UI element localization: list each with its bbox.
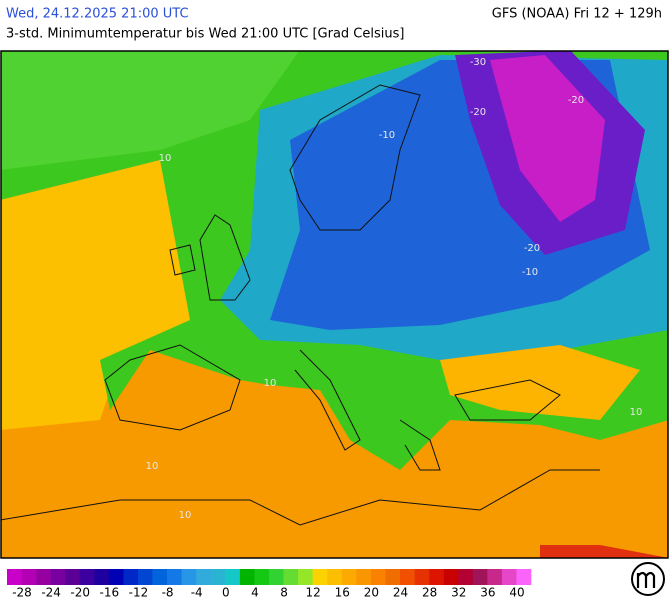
contour-label: -10: [379, 130, 395, 141]
legend: -28 -24 -20 -16 -12 -8 -4 0 4 8 12 16 20 24 28 32 36 40: [7, 569, 532, 600]
legend-swatch: [472, 569, 488, 585]
map-field: [1, 51, 300, 170]
legend-label: 12: [306, 586, 321, 600]
legend-label: -12: [129, 586, 149, 600]
legend-swatch: [429, 569, 444, 585]
map-frame: [0, 50, 669, 559]
contour-label: -20: [568, 95, 584, 106]
legend-swatch: [414, 569, 430, 585]
legend-label: -24: [41, 586, 61, 600]
legend-swatch: [123, 569, 139, 585]
legend-swatch: [167, 569, 182, 585]
legend-swatch: [108, 569, 124, 585]
contour-label: 10: [146, 461, 159, 472]
legend-swatch: [458, 569, 474, 585]
legend-swatch: [487, 569, 503, 585]
legend-swatch: [210, 569, 226, 585]
legend-swatch: [283, 569, 299, 585]
legend-swatch: [501, 569, 517, 585]
contour-label: -20: [524, 243, 540, 254]
legend-swatch: [443, 569, 459, 585]
legend-label: 40: [509, 586, 524, 600]
legend-swatch: [400, 569, 415, 585]
legend-swatch: [356, 569, 372, 585]
subtitle: 3-std. Minimumtemperatur bis Wed 21:00 U…: [6, 27, 404, 42]
legend-label: 28: [422, 586, 437, 600]
legend-swatch: [21, 569, 37, 585]
legend-swatch: [65, 569, 81, 585]
legend-swatch: [181, 569, 197, 585]
legend-label: 4: [251, 586, 259, 600]
logo: [631, 562, 665, 596]
legend-swatch: [7, 569, 22, 585]
map-field: [490, 55, 605, 222]
legend-label: -8: [162, 586, 174, 600]
contour-label: -10: [522, 267, 538, 278]
legend-label: 16: [335, 586, 350, 600]
legend-swatch: [94, 569, 110, 585]
legend-label: -20: [70, 586, 90, 600]
legend-label: 32: [451, 586, 466, 600]
map-field: [540, 545, 668, 558]
contour-label: 10: [630, 407, 643, 418]
model-run: GFS (NOAA) Fri 12 + 129h: [492, 7, 662, 22]
legend-swatch: [225, 569, 241, 585]
coastline: [1, 84, 600, 526]
map-field: [1, 160, 200, 430]
contour-label: -20: [470, 107, 486, 118]
legend-swatch: [370, 569, 386, 585]
contour-label: 10: [159, 153, 172, 164]
legend-swatch: [138, 569, 153, 585]
legend-label: 8: [280, 586, 288, 600]
legend-label: 0: [222, 586, 230, 600]
legend-swatch: [298, 569, 313, 585]
legend-swatch: [79, 569, 95, 585]
legend-swatch: [341, 569, 357, 585]
contour-label: -30: [470, 57, 486, 68]
legend-swatch: [152, 569, 168, 585]
legend-swatch: [50, 569, 66, 585]
legend-label: 20: [364, 586, 379, 600]
map: -30 -20 -20 -20 -10 -10 10 10 10 10 10: [0, 50, 669, 559]
legend-swatch: [239, 569, 255, 585]
legend-swatch: [269, 569, 284, 585]
legend-swatch: [196, 569, 212, 585]
legend-swatch: [327, 569, 343, 585]
legend-swatch: [36, 569, 51, 585]
valid-time: Wed, 24.12.2025 21:00 UTC: [6, 7, 189, 22]
legend-label: -4: [191, 586, 203, 600]
legend-swatch: [312, 569, 328, 585]
legend-swatch: [385, 569, 401, 585]
contour-label: 10: [264, 378, 277, 389]
legend-label: -16: [100, 586, 120, 600]
legend-label: 36: [480, 586, 495, 600]
map-field: [440, 345, 640, 420]
legend-label: 24: [393, 586, 408, 600]
contour-label: 10: [179, 510, 192, 521]
legend-swatch: [516, 569, 532, 585]
legend-swatch: [254, 569, 270, 585]
legend-label: -28: [12, 586, 32, 600]
